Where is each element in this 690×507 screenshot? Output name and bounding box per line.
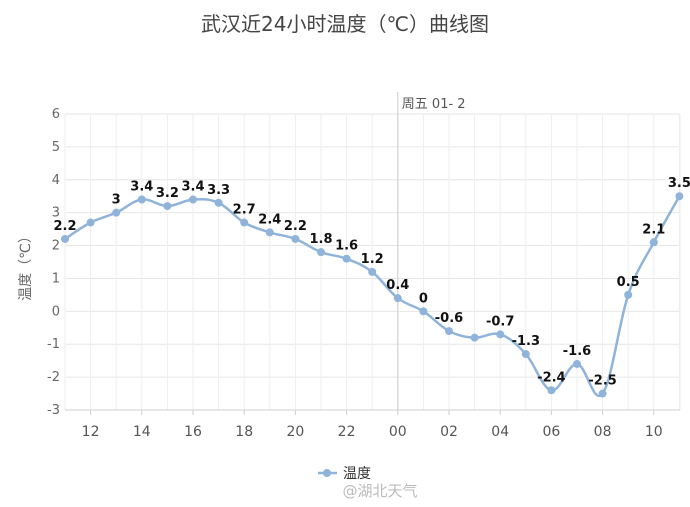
data-label: 3 [112, 193, 121, 208]
data-label: 2.2 [53, 219, 76, 234]
data-point[interactable] [496, 330, 505, 339]
y-tick-label: 5 [52, 140, 60, 155]
data-label: 3.5 [668, 176, 690, 191]
y-tick-label: 6 [52, 107, 60, 122]
data-point[interactable] [675, 192, 684, 201]
x-tick-label: 10 [645, 424, 663, 440]
data-point[interactable] [649, 238, 658, 247]
data-points [61, 192, 684, 398]
date-marker-label: 周五 01- 2 [402, 97, 466, 112]
data-label: 0.5 [617, 275, 640, 290]
data-point[interactable] [265, 228, 274, 237]
x-tick-label: 12 [82, 424, 100, 440]
x-tick-label: 14 [133, 424, 151, 440]
data-label: -0.7 [486, 314, 514, 329]
x-tick-label: 04 [491, 424, 509, 440]
y-axis: -3 -2 -1 0 1 2 3 4 5 6 [47, 107, 60, 418]
x-axis: 12 14 16 18 20 22 00 02 04 06 08 10 [65, 409, 680, 440]
data-point[interactable] [317, 248, 325, 257]
x-tick-label: 06 [542, 424, 560, 440]
x-tick-label: 00 [389, 424, 407, 440]
data-label: 0.4 [386, 278, 409, 293]
data-point[interactable] [291, 234, 300, 243]
y-tick-label: -2 [47, 370, 60, 385]
x-tick-label: 22 [338, 424, 356, 440]
data-labels: 2.233.4 3.2 3.4 3.32.72.4 2.21.8 1.61.20.40-0… [53, 176, 690, 388]
x-tick-label: 16 [184, 424, 202, 440]
data-point[interactable] [86, 218, 95, 227]
x-tick-label: 02 [440, 424, 458, 440]
data-label: -1.3 [512, 334, 540, 349]
data-label: 3.4 [130, 180, 153, 195]
data-label: 1.8 [309, 232, 332, 247]
data-label: 3.3 [207, 183, 230, 198]
data-label: 3.4 [181, 180, 204, 195]
data-label: -2.4 [537, 370, 565, 385]
data-label: 0 [419, 291, 428, 306]
y-tick-label: 2 [52, 239, 60, 254]
grid [64, 113, 681, 411]
legend-label: 温度 [343, 466, 371, 482]
data-label: 1.6 [335, 239, 358, 254]
data-point[interactable] [137, 195, 146, 204]
data-point[interactable] [163, 202, 172, 211]
data-label: 3.2 [156, 186, 179, 201]
legend-marker-icon [323, 469, 331, 477]
y-tick-label: -1 [47, 337, 60, 352]
data-point[interactable] [393, 294, 402, 303]
y-tick-label: -3 [47, 403, 60, 418]
data-label: -0.6 [435, 311, 463, 326]
data-point[interactable] [624, 290, 633, 299]
data-point[interactable] [445, 327, 453, 336]
y-tick-label: 1 [52, 271, 60, 286]
y-axis-label: 温度（℃） [18, 229, 34, 301]
data-label: 2.4 [258, 212, 281, 227]
data-point[interactable] [240, 218, 249, 227]
x-tick-label: 08 [594, 424, 612, 440]
data-point[interactable] [598, 389, 607, 398]
x-tick-label: 18 [235, 424, 253, 440]
data-point[interactable] [521, 350, 530, 359]
chart-title: 武汉近24小时温度（℃）曲线图 [201, 12, 489, 36]
data-point[interactable] [419, 307, 428, 316]
data-point[interactable] [61, 234, 69, 243]
data-point[interactable] [342, 254, 351, 263]
data-point[interactable] [214, 198, 223, 207]
data-point[interactable] [189, 195, 197, 204]
watermark: @湖北天气 [342, 482, 417, 500]
data-point[interactable] [368, 267, 377, 276]
data-label: 1.2 [361, 252, 384, 267]
y-tick-label: 4 [52, 173, 60, 188]
legend[interactable]: 温度 [318, 466, 371, 482]
data-label: 2.2 [284, 219, 307, 234]
y-tick-label: 3 [52, 206, 60, 221]
data-point[interactable] [470, 333, 479, 342]
data-label: -2.5 [588, 374, 616, 389]
data-point[interactable] [112, 208, 121, 217]
x-tick-label: 20 [286, 424, 304, 440]
y-tick-label: 0 [52, 304, 60, 319]
data-point[interactable] [547, 386, 556, 395]
data-point[interactable] [573, 359, 581, 368]
data-label: -1.6 [563, 344, 591, 359]
data-label: 2.7 [233, 203, 256, 218]
data-label: 2.1 [642, 222, 665, 237]
